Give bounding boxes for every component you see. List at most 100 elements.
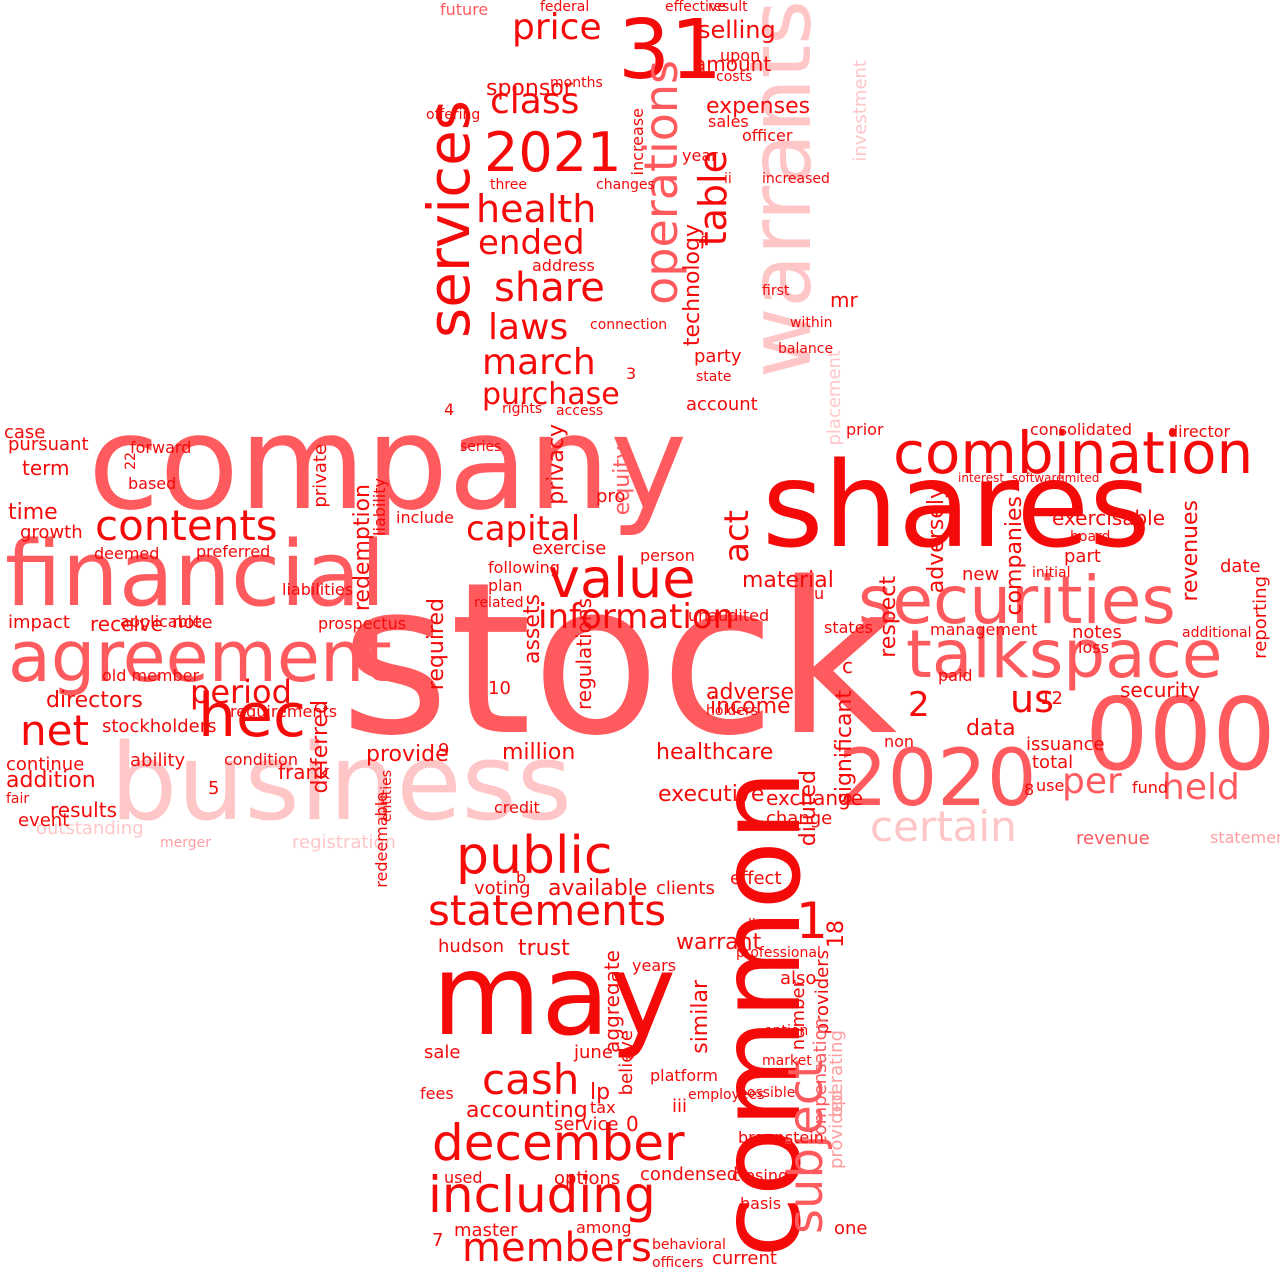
word-issuance: issuance	[1026, 734, 1105, 755]
word-pro: pro	[596, 486, 626, 507]
word-including: including	[428, 1166, 656, 1224]
word-adverse: adverse	[706, 680, 795, 705]
word-increase: increase	[628, 108, 647, 176]
word-increased: increased	[762, 171, 830, 187]
word-option: option	[764, 1023, 809, 1039]
word-lp: lp	[590, 1080, 611, 1105]
word-contents: contents	[95, 501, 278, 550]
word-possible: possible	[738, 1085, 796, 1101]
word-employees: employees	[688, 1087, 765, 1103]
word-information: information	[538, 597, 735, 637]
word-registration: registration	[292, 832, 396, 853]
word-exercisable: exercisable	[1052, 506, 1166, 530]
word-effective: effective	[665, 0, 726, 15]
word-health: health	[476, 187, 597, 231]
word-continue: continue	[6, 754, 85, 775]
word-event: event	[18, 810, 70, 831]
word-31: 31	[618, 3, 723, 98]
word-addition: addition	[6, 768, 96, 793]
word-future: future	[440, 0, 489, 19]
word-fair: fair	[6, 791, 30, 807]
word-000: 000	[1085, 676, 1276, 793]
word-1: 1	[796, 892, 828, 950]
word-options: options	[554, 1168, 621, 1189]
word-state: state	[696, 369, 732, 385]
word-trust: trust	[518, 936, 570, 961]
word-held: held	[1162, 767, 1240, 808]
word-selling: selling	[698, 16, 776, 44]
word-class: class	[490, 81, 580, 122]
word-changes: changes	[596, 177, 655, 193]
word-members: members	[462, 1225, 652, 1271]
word-series: series	[460, 439, 502, 455]
word-hudson: hudson	[438, 936, 505, 957]
word-years: years	[632, 956, 677, 975]
word-hec: hec	[198, 681, 306, 751]
word-note: note	[172, 612, 213, 633]
word-may: may	[432, 931, 677, 1061]
word-additional: additional	[1182, 625, 1252, 641]
word-directors: directors	[46, 688, 143, 713]
word-5: 5	[208, 778, 220, 799]
word-voting: voting	[474, 878, 531, 899]
word-address: address	[532, 256, 595, 275]
word-sponsor: sponsor	[486, 76, 573, 101]
word-accounting: accounting	[466, 1098, 588, 1123]
word-results: results	[50, 798, 118, 822]
word-agreement: agreement	[8, 616, 392, 698]
word-period: period	[190, 673, 292, 711]
word-combination: combination	[893, 419, 1254, 487]
word-one: one	[834, 1218, 868, 1239]
word-officer: officer	[742, 126, 793, 145]
word-closing: closing	[732, 1166, 789, 1185]
word-interest: interest	[958, 471, 1005, 485]
word-9: 9	[438, 740, 450, 761]
word-date: date	[1220, 556, 1261, 577]
word-consolidated: consolidated	[1030, 420, 1132, 439]
word-3: 3	[626, 364, 637, 383]
word-fees: fees	[420, 1084, 454, 1103]
word-companies: companies	[1002, 496, 1027, 616]
word-material: material	[742, 568, 834, 593]
word-holders: holders	[706, 703, 758, 719]
word-per: per	[1062, 761, 1122, 802]
word-expenses: expenses	[706, 94, 811, 119]
word-plan: plan	[488, 576, 523, 595]
word-requirements: requirements	[230, 702, 338, 721]
word-number: number	[788, 980, 809, 1051]
word-first: first	[762, 283, 790, 299]
word-revenues: revenues	[1178, 500, 1203, 602]
word-impact: impact	[8, 612, 70, 633]
word-based: based	[128, 474, 177, 493]
word-available: available	[548, 876, 648, 901]
word-march: march	[482, 342, 596, 383]
word-merger: merger	[160, 835, 212, 851]
word-connection: connection	[590, 317, 668, 333]
word-current: current	[712, 1248, 777, 1269]
word-master: master	[454, 1220, 518, 1241]
word-required: required	[424, 598, 449, 691]
word-22: 22	[123, 452, 139, 470]
word-applicable: applicable	[120, 612, 203, 631]
word-ii: ii	[724, 171, 732, 187]
word-paid: paid	[938, 666, 973, 685]
word-outstanding: outstanding	[36, 818, 144, 839]
word-services: services	[415, 100, 483, 338]
word-initial: initial	[1032, 565, 1071, 581]
word-party: party	[694, 346, 742, 367]
word-result: result	[708, 0, 748, 15]
word-company: company	[88, 387, 688, 539]
word-case: case	[4, 422, 46, 443]
word-4: 4	[444, 400, 455, 419]
word-regulations: regulations	[572, 598, 596, 711]
word-c: c	[842, 654, 853, 678]
word-three: three	[490, 177, 528, 193]
word-revenue: revenue	[1076, 828, 1150, 849]
word-credit: credit	[494, 798, 540, 817]
word-year: year	[682, 146, 718, 165]
word-llc: llc	[748, 917, 764, 933]
word-old-member: old member	[102, 666, 200, 685]
word-following: following	[488, 558, 560, 577]
word-7: 7	[432, 1230, 444, 1251]
word-18: 18	[824, 920, 849, 948]
